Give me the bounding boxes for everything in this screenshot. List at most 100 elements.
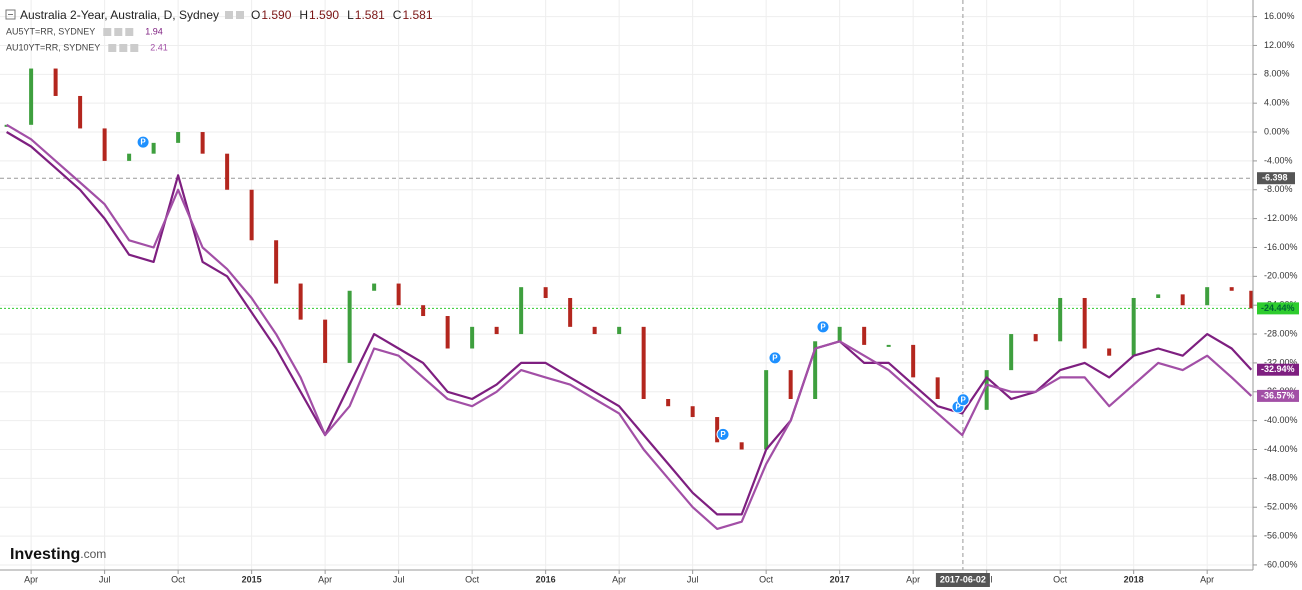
candle (396, 283, 401, 306)
x-tick-label: Jul (393, 574, 405, 584)
event-marker-label: P (772, 353, 778, 362)
candle (568, 297, 573, 327)
candle (127, 153, 132, 161)
candle (1082, 297, 1087, 349)
candle (200, 132, 205, 154)
event-marker (816, 320, 830, 334)
x-tick-label: Apr (612, 574, 626, 584)
x-tick-label: Apr (318, 574, 332, 584)
candle (1249, 290, 1254, 309)
candle (347, 290, 352, 363)
candle (494, 326, 499, 335)
candle (715, 417, 720, 443)
candle (421, 305, 426, 317)
candle (470, 326, 475, 349)
y-tick-label: 16.00% (1264, 11, 1295, 21)
candle (911, 344, 916, 378)
candle (837, 326, 842, 342)
collapse-icon[interactable] (5, 9, 16, 20)
series-line (6, 131, 1253, 516)
logo-main: Investing (10, 546, 80, 563)
x-tick-label: Oct (465, 574, 480, 584)
candle (372, 283, 377, 291)
candle (1033, 334, 1038, 342)
candle (1009, 334, 1014, 371)
ohlc-value: 1.581 (402, 8, 432, 22)
chart-title: Australia 2-Year, Australia, D, Sydney (20, 8, 219, 22)
candle (592, 326, 597, 335)
last-value-label: -32.94% (1261, 364, 1295, 374)
candle (666, 399, 671, 407)
candle (274, 240, 279, 284)
event-marker-label: P (820, 322, 826, 331)
x-tick-label: Oct (1053, 574, 1068, 584)
y-tick-label: -20.00% (1264, 271, 1298, 281)
ohlc-key: L (347, 8, 354, 22)
y-tick-label: -44.00% (1264, 444, 1298, 454)
ohlc-value: 1.590 (261, 8, 291, 22)
candle (1180, 294, 1185, 306)
logo-suffix: .com (80, 547, 106, 561)
y-tick-label: 4.00% (1264, 98, 1290, 108)
x-tick-label: Apr (1200, 574, 1214, 584)
x-tick-label: 2015 (242, 574, 262, 584)
candle (764, 370, 769, 450)
candle (151, 142, 156, 154)
last-value-label: -36.57% (1261, 390, 1295, 400)
x-tick-label: Oct (171, 574, 186, 584)
ohlc-key: O (251, 8, 260, 22)
legend-icon (125, 28, 134, 36)
legend-name: AU5YT=RR, SYDNEY (6, 26, 95, 36)
candle (1156, 294, 1161, 298)
x-tick-label: Apr (24, 574, 38, 584)
legend-value: 2.41 (150, 42, 168, 52)
last-value-label: -24.44% (1261, 303, 1295, 313)
last-value-box (1257, 363, 1299, 376)
y-tick-label: 12.00% (1264, 40, 1295, 50)
candle (1058, 297, 1063, 342)
x-tick-label: Oct (759, 574, 774, 584)
y-tick-label: -4.00% (1264, 155, 1293, 165)
y-tick-label: -8.00% (1264, 184, 1293, 194)
candle (739, 442, 744, 450)
candle (641, 326, 646, 399)
logo: Investing.com (10, 546, 106, 563)
candle (298, 283, 303, 320)
event-marker (956, 393, 970, 407)
candle (519, 287, 524, 335)
crosshair-x-label: 2017-06-02 (940, 574, 986, 584)
ohlc-value: 1.590 (309, 8, 339, 22)
legend-icon (103, 28, 112, 36)
y-tick-label: -52.00% (1264, 502, 1298, 512)
settings-icon (236, 11, 244, 19)
candle (445, 316, 450, 349)
ohlc-value: 1.581 (355, 8, 385, 22)
last-value-box (1257, 389, 1299, 402)
legend-name: AU10YT=RR, SYDNEY (6, 42, 100, 52)
candle (984, 370, 989, 410)
ohlc-key: H (299, 8, 308, 22)
y-tick-label: -32.00% (1264, 357, 1298, 367)
crosshair-y-box (1257, 172, 1295, 185)
candle (78, 95, 83, 129)
y-tick-label: -16.00% (1264, 242, 1298, 252)
candle (249, 189, 254, 241)
event-marker (716, 427, 730, 441)
settings-icon (225, 11, 233, 19)
candle (690, 406, 695, 418)
x-tick-label: 2017 (830, 574, 850, 584)
y-tick-label: 8.00% (1264, 69, 1290, 79)
legend-icon (130, 44, 139, 52)
candle (323, 319, 328, 363)
candle (935, 377, 940, 399)
candle (176, 132, 181, 143)
y-tick-label: -48.00% (1264, 473, 1298, 483)
candle (862, 326, 867, 345)
y-tick-label: -28.00% (1264, 328, 1298, 338)
crosshair-x-box (935, 573, 990, 587)
candle (1107, 348, 1112, 356)
candle (1205, 287, 1210, 306)
legend-icon (108, 44, 117, 52)
